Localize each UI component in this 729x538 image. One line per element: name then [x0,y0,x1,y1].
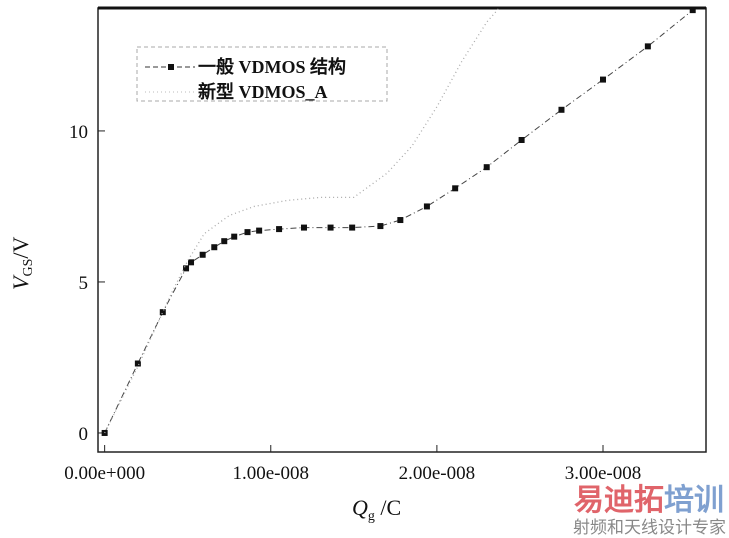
data-point [483,164,490,171]
legend-label-series-1: 一般 VDMOS 结构 [198,56,346,77]
data-point [558,106,565,113]
y-tick-label: 10 [69,122,88,143]
data-point [327,224,334,231]
data-point [231,233,238,240]
data-point [423,203,430,210]
y-tick-label: 5 [79,273,89,294]
legend-box [136,46,388,102]
watermark: 易迪拓培训 射频和天线设计专家 [573,483,726,538]
data-point [397,217,404,224]
data-point [377,223,384,230]
legend-label-series-2: 新型 VDMOS_A [198,81,328,102]
data-point [256,227,263,234]
legend: 一般 VDMOS 结构 新型 VDMOS_A [136,46,388,102]
data-point [518,136,525,143]
data-point [300,224,307,231]
x-tick-label: 2.00e-008 [399,463,476,484]
data-point [644,43,651,50]
watermark-line1: 易迪拓培训 [574,483,724,518]
data-point [276,226,283,233]
x-axis-label: Qg /C [352,495,401,524]
data-point [183,265,190,272]
data-point [211,244,218,251]
legend-marker-series-1 [168,64,174,70]
data-point [689,7,696,14]
plot-frame [97,7,707,453]
data-point [349,224,356,231]
y-tick-label: 0 [79,424,89,445]
watermark-line2: 射频和天线设计专家 [573,518,726,538]
data-point [159,309,166,316]
data-point [199,251,206,258]
x-tick-label: 3.00e-008 [565,463,642,484]
data-point [134,360,141,367]
data-point [600,76,607,83]
data-point [221,238,228,245]
data-point [244,229,251,236]
data-point [188,259,195,266]
x-tick-label: 0.00e+000 [64,463,145,484]
x-tick-label: 1.00e-008 [233,463,310,484]
y-axis-label: VGS/V [8,237,36,290]
data-point [452,185,459,192]
